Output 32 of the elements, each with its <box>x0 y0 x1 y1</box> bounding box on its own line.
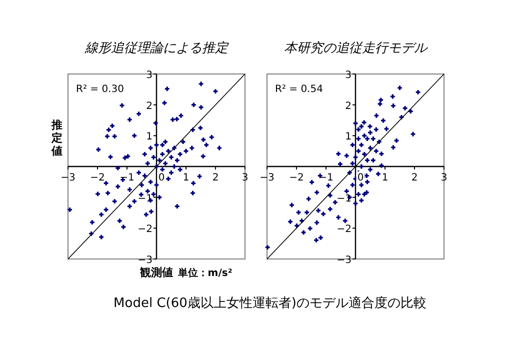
x-tick-label: −2 <box>90 172 105 184</box>
x-tick-label: 3 <box>242 172 248 184</box>
x-tick-label: 1 <box>382 172 388 184</box>
x-tick-label: 0 <box>158 172 165 184</box>
x-tick-label: −2 <box>289 172 304 184</box>
x-axis-title: 観測値 <box>139 266 173 279</box>
chart-title: 本研究の追従走行モデル <box>284 41 429 56</box>
x-tick-label: 2 <box>411 172 418 184</box>
x-tick-label: 0 <box>357 172 364 184</box>
y-tick-label: 2 <box>345 100 352 112</box>
y-tick-label: 1 <box>345 132 352 143</box>
y-tick-label: 3 <box>146 70 152 81</box>
x-tick-label: −3 <box>60 172 76 184</box>
y-tick-label: −3 <box>138 255 152 266</box>
y-tick-label: 1 <box>146 132 152 143</box>
y-tick-label: 3 <box>345 70 352 81</box>
x-tick-label: −3 <box>260 172 274 184</box>
x-tick-label: 2 <box>212 172 219 184</box>
x-tick-label: 1 <box>182 172 190 184</box>
chart-title: 線形追従理論による推定 <box>84 41 229 56</box>
text: Model C(60歳以上女性運転者)のモデル適合度の比較 <box>114 295 426 311</box>
y-tick-label: −3 <box>336 255 352 266</box>
x-tick-label: −1 <box>120 172 134 184</box>
text: 単位：m/s² <box>176 267 232 279</box>
annotation: R² = 0.54 <box>275 84 323 95</box>
y-tick-label: −2 <box>138 224 152 236</box>
y-tick-label: 2 <box>146 100 152 112</box>
x-tick-label: −1 <box>318 172 334 184</box>
y-tick-label: −2 <box>336 224 352 236</box>
x-tick-label: 3 <box>440 172 448 184</box>
annotation: R² = 0.30 <box>76 84 124 95</box>
y-axis-title: 推定値 <box>50 118 62 158</box>
